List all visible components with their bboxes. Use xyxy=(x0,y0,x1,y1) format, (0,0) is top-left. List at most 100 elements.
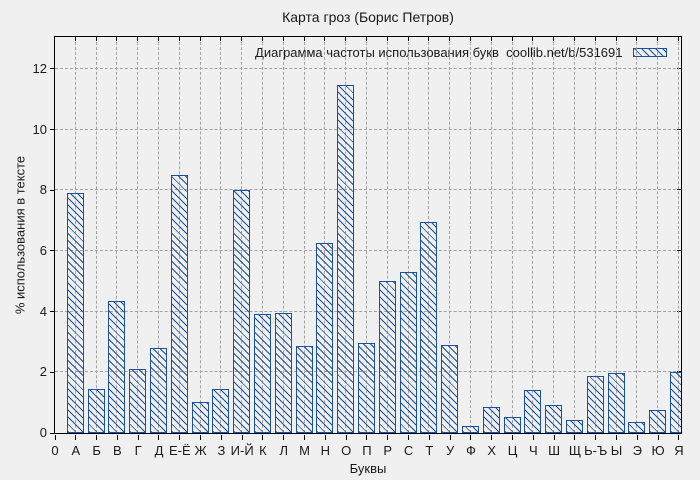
bar-О xyxy=(337,85,355,433)
x-tick-label: В xyxy=(113,443,122,458)
x-tick-mark xyxy=(262,435,264,440)
plot-area: Диаграмма частоты использования букв coo… xyxy=(53,35,682,434)
bar-Ы xyxy=(607,373,625,433)
gridline-vertical xyxy=(324,36,326,433)
bar-С xyxy=(399,271,417,433)
gridline-vertical xyxy=(594,36,596,433)
x-tick-label: Ч xyxy=(528,443,538,458)
x-tick-label: Л xyxy=(279,443,289,458)
gridline-vertical xyxy=(677,36,679,433)
bar-Т xyxy=(420,221,438,433)
x-axis-label: Буквы xyxy=(349,461,387,476)
bar-В xyxy=(108,300,126,433)
x-tick-label: А xyxy=(71,443,81,458)
x-tick-mark xyxy=(490,36,492,41)
x-tick-mark xyxy=(511,36,513,41)
x-tick-label: Э xyxy=(632,443,642,458)
y-tick-mark xyxy=(50,371,54,373)
x-tick-label: Ш xyxy=(548,443,561,458)
bar-Ь-Ъ xyxy=(586,376,604,433)
chart-title: Карта гроз (Борис Петров) xyxy=(282,9,454,25)
bar-Ю xyxy=(649,409,667,433)
x-tick-mark xyxy=(304,435,306,440)
y-tick-label: 0 xyxy=(39,425,47,440)
x-tick-label: Г xyxy=(134,443,142,458)
bar-Б xyxy=(87,388,105,433)
x-tick-mark xyxy=(595,435,597,440)
bar-Л xyxy=(274,312,292,433)
x-tick-mark xyxy=(407,36,409,41)
x-tick-mark xyxy=(428,36,430,41)
x-tick-mark xyxy=(324,435,326,440)
gridline-vertical xyxy=(199,36,201,433)
x-tick-label: Ф xyxy=(465,443,476,458)
y-tick-label: 2 xyxy=(39,364,47,380)
x-tick-label: З xyxy=(217,443,226,458)
y-tick-mark xyxy=(50,311,54,313)
gridline-horizontal xyxy=(54,310,681,312)
x-tick-mark xyxy=(345,435,347,440)
x-tick-mark xyxy=(199,36,201,41)
gridline-vertical xyxy=(282,36,284,433)
x-tick-mark xyxy=(157,36,159,41)
x-tick-mark xyxy=(532,36,534,41)
x-tick-mark xyxy=(636,435,638,440)
bar-Д xyxy=(149,347,167,433)
x-tick-label: Ц xyxy=(507,443,518,458)
gridline-vertical xyxy=(469,36,471,433)
bar-М xyxy=(295,346,313,433)
x-tick-mark xyxy=(116,36,118,41)
gridline-vertical xyxy=(116,36,118,433)
x-tick-label: Б xyxy=(92,443,101,458)
x-tick-mark xyxy=(615,36,617,41)
x-tick-mark xyxy=(470,435,472,440)
bar-Ц xyxy=(503,417,521,433)
x-tick-mark xyxy=(261,36,263,41)
legend-swatch-hatched-icon xyxy=(632,47,667,57)
x-tick-mark xyxy=(345,36,347,41)
bar-Е-Ё xyxy=(170,174,188,433)
x-tick-mark xyxy=(178,36,180,41)
x-tick-mark xyxy=(220,36,222,41)
x-tick-label: Н xyxy=(320,443,331,458)
gridline-vertical xyxy=(615,36,617,433)
x-tick-mark xyxy=(74,36,76,41)
legend: Диаграмма частоты использования букв coo… xyxy=(255,45,667,60)
gridline-vertical xyxy=(407,36,409,433)
x-tick-mark xyxy=(428,435,430,440)
x-tick-mark xyxy=(283,435,285,440)
gridline-vertical xyxy=(220,36,222,433)
gridline-vertical xyxy=(553,36,555,433)
x-tick-mark xyxy=(573,36,575,41)
gridline-vertical xyxy=(449,36,451,433)
x-tick-label: Р xyxy=(383,443,393,458)
gridline-vertical xyxy=(261,36,263,433)
x-tick-label: Ю xyxy=(651,443,665,458)
x-tick-label: Ы xyxy=(610,443,623,458)
x-tick-mark xyxy=(594,36,596,41)
x-tick-label: Ж xyxy=(194,443,207,458)
bar-П xyxy=(357,342,375,433)
bar-Н xyxy=(316,242,334,433)
x-tick-mark xyxy=(96,435,98,440)
x-tick-mark xyxy=(137,36,139,41)
x-tick-label: П xyxy=(362,443,372,458)
gridline-vertical xyxy=(386,36,388,433)
x-tick-mark xyxy=(678,435,680,440)
gridline-vertical xyxy=(157,36,159,433)
y-tick-mark xyxy=(50,432,54,434)
x-tick-mark xyxy=(116,435,118,440)
gridline-vertical xyxy=(365,36,367,433)
x-tick-mark xyxy=(95,36,97,41)
y-tick-label: 8 xyxy=(39,182,47,198)
x-tick-mark xyxy=(366,435,368,440)
gridline-vertical xyxy=(636,36,638,433)
x-tick-mark xyxy=(553,435,555,440)
y-tick-label: 4 xyxy=(39,303,47,319)
y-axis-label: % использования в тексте xyxy=(12,155,28,315)
gridline-vertical xyxy=(303,36,305,433)
x-tick-mark xyxy=(449,36,451,41)
x-tick-label: О xyxy=(341,443,352,458)
x-tick-mark xyxy=(512,435,514,440)
